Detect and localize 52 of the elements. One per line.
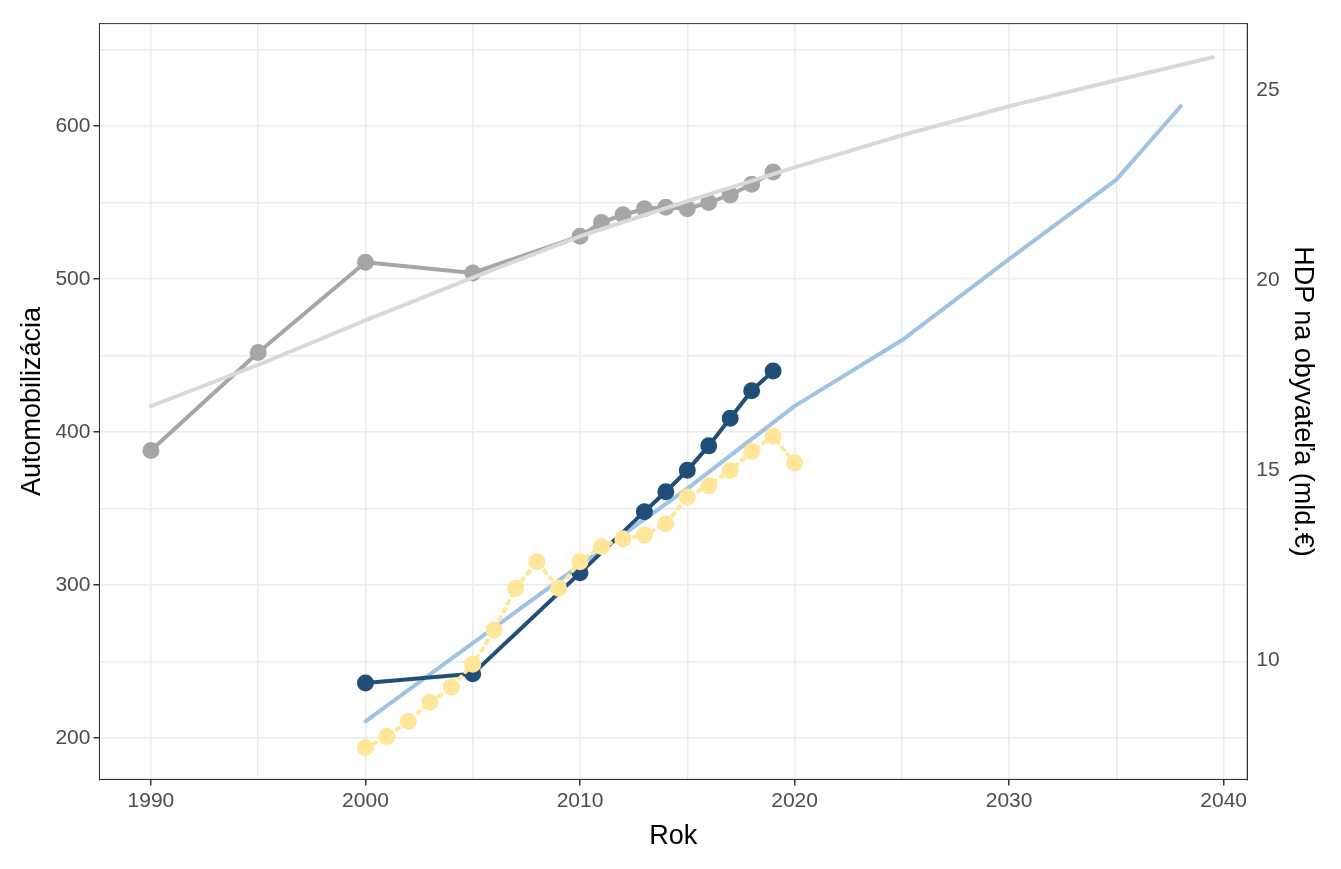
point — [764, 427, 782, 445]
x-axis-title: Rok — [649, 820, 698, 851]
y2-tick-label: 20 — [1256, 267, 1280, 291]
point — [507, 579, 525, 597]
point — [571, 553, 589, 571]
point — [442, 678, 460, 696]
point — [614, 530, 632, 548]
point — [635, 526, 653, 544]
y-tick-label: 200 — [55, 724, 91, 748]
point — [356, 674, 374, 692]
point — [464, 655, 482, 673]
point — [528, 553, 546, 571]
point — [592, 537, 610, 555]
point — [786, 454, 804, 472]
y2-tick-label: 15 — [1256, 457, 1280, 481]
x-tick-label: 2000 — [342, 787, 389, 811]
y-tick-label: 300 — [55, 571, 91, 595]
point — [550, 579, 568, 597]
point — [678, 200, 696, 218]
point — [721, 461, 739, 479]
point — [657, 483, 675, 501]
point — [700, 194, 718, 212]
point — [721, 409, 739, 427]
point — [249, 344, 267, 362]
y-tick-label: 600 — [55, 112, 91, 136]
point — [356, 739, 374, 757]
point — [743, 382, 761, 400]
point — [700, 437, 718, 455]
point — [356, 253, 374, 271]
x-tick-label: 2010 — [556, 787, 604, 811]
y2-tick-label: 25 — [1256, 77, 1280, 101]
point — [657, 515, 675, 533]
point — [378, 727, 396, 745]
point — [142, 441, 160, 459]
y-tick-label: 400 — [55, 418, 91, 442]
point — [678, 488, 696, 506]
point — [485, 621, 503, 639]
x-tick-label: 2040 — [1200, 787, 1247, 811]
y2-axis-title: HDP na obyvateľa (mld.€) — [1289, 246, 1320, 557]
point — [700, 477, 718, 495]
point — [764, 362, 782, 380]
point — [743, 442, 761, 460]
y-axis-title: Automobilizácia — [15, 305, 46, 497]
y2-tick-label: 10 — [1256, 647, 1280, 671]
point — [421, 693, 439, 711]
y-tick-label: 500 — [55, 265, 91, 289]
point — [678, 461, 696, 479]
x-tick-label: 2020 — [771, 787, 818, 811]
x-tick-label: 1990 — [127, 787, 175, 811]
point — [399, 712, 417, 730]
point — [635, 503, 653, 521]
x-tick-label: 2030 — [985, 787, 1033, 811]
